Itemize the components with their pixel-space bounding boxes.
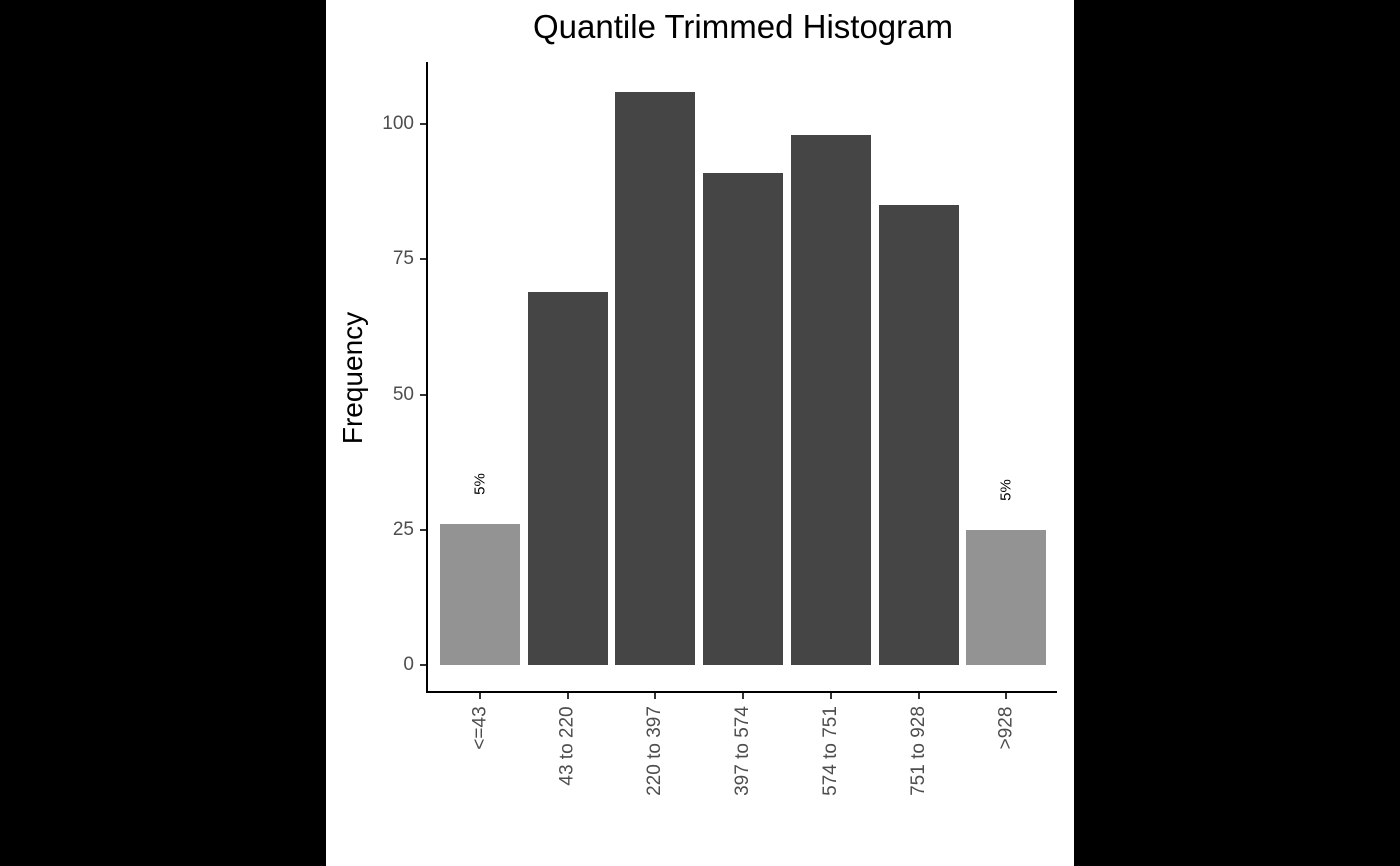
- y-tick: [420, 664, 426, 666]
- bar-annotation: 5%: [471, 473, 489, 496]
- histogram-bar: [703, 172, 784, 665]
- x-tick-label: 397 to 574: [732, 706, 753, 796]
- y-tick-label: 75: [392, 248, 414, 270]
- histogram-bar: [878, 205, 959, 665]
- y-tick-label: 25: [392, 518, 414, 540]
- x-tick: [742, 692, 745, 699]
- y-tick-label: 100: [382, 113, 414, 134]
- y-tick: [420, 258, 426, 261]
- histogram-bar: [966, 529, 1047, 665]
- histogram-bar: [527, 291, 608, 665]
- x-axis-line: [426, 691, 1057, 693]
- x-tick: [479, 692, 481, 699]
- x-tick-label: <=43: [469, 705, 491, 750]
- x-tick-label: 43 to 220: [556, 705, 578, 786]
- y-tick: [420, 123, 426, 125]
- x-tick: [566, 692, 569, 699]
- histogram-bar: [440, 524, 520, 665]
- histogram-bar: [615, 91, 696, 665]
- x-tick: [917, 692, 920, 699]
- y-tick: [420, 528, 426, 531]
- y-tick: [420, 393, 426, 396]
- chart-title: Quantile Trimmed Histogram: [533, 8, 953, 45]
- x-tick-label: 751 to 928: [907, 706, 929, 796]
- x-tick: [654, 692, 657, 699]
- x-tick-label: 220 to 397: [644, 706, 666, 796]
- y-axis-line: [426, 62, 428, 693]
- y-tick-label: 50: [392, 383, 414, 405]
- histogram-bar: [790, 134, 871, 665]
- bar-annotation: 5%: [997, 478, 1015, 501]
- x-tick: [829, 692, 832, 699]
- x-tick: [1005, 692, 1008, 699]
- x-tick-label: >928: [995, 706, 1017, 749]
- x-tick-label: 574 to 751: [819, 706, 841, 796]
- y-tick-label: 0: [403, 654, 414, 675]
